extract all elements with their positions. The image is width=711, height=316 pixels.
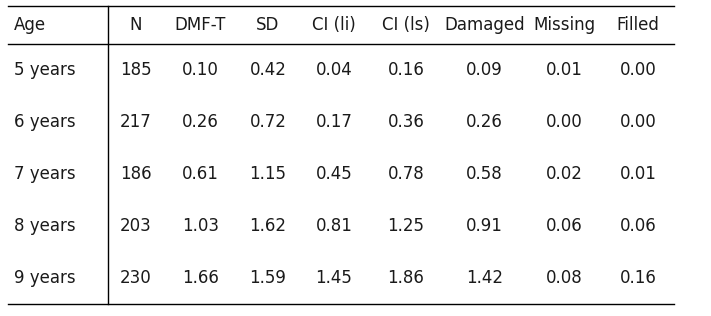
Text: 1.15: 1.15 [250,165,287,183]
Text: 0.06: 0.06 [546,217,583,235]
Text: 7 years: 7 years [14,165,75,183]
Text: 1.86: 1.86 [387,269,424,287]
Text: 6 years: 6 years [14,113,75,131]
Text: 0.04: 0.04 [316,61,353,79]
Text: 0.00: 0.00 [546,113,583,131]
Text: 0.26: 0.26 [182,113,219,131]
Text: Missing: Missing [533,16,596,34]
Text: 5 years: 5 years [14,61,75,79]
Text: 0.17: 0.17 [316,113,353,131]
Text: 0.16: 0.16 [387,61,424,79]
Text: 0.78: 0.78 [387,165,424,183]
Text: 0.00: 0.00 [619,113,656,131]
Text: CI (li): CI (li) [312,16,356,34]
Text: 1.66: 1.66 [182,269,219,287]
Text: 203: 203 [119,217,151,235]
Text: 1.03: 1.03 [182,217,219,235]
Text: DMF-T: DMF-T [175,16,226,34]
Text: 0.45: 0.45 [316,165,353,183]
Text: 9 years: 9 years [14,269,75,287]
Text: 0.00: 0.00 [619,61,656,79]
Text: 0.08: 0.08 [546,269,583,287]
Text: 1.62: 1.62 [250,217,287,235]
Text: 0.02: 0.02 [546,165,583,183]
Text: 0.36: 0.36 [387,113,424,131]
Text: 1.25: 1.25 [387,217,424,235]
Text: 0.61: 0.61 [182,165,219,183]
Text: 0.42: 0.42 [250,61,287,79]
Text: 0.01: 0.01 [619,165,656,183]
Text: 0.01: 0.01 [546,61,583,79]
Text: 1.45: 1.45 [316,269,353,287]
Text: 230: 230 [119,269,151,287]
Text: 0.91: 0.91 [466,217,503,235]
Text: 0.16: 0.16 [619,269,656,287]
Text: 1.42: 1.42 [466,269,503,287]
Text: 0.81: 0.81 [316,217,353,235]
Text: 1.59: 1.59 [250,269,287,287]
Text: Damaged: Damaged [444,16,525,34]
Text: CI (ls): CI (ls) [382,16,430,34]
Text: Age: Age [14,16,46,34]
Text: N: N [129,16,141,34]
Text: 8 years: 8 years [14,217,75,235]
Text: 0.06: 0.06 [619,217,656,235]
Text: Filled: Filled [616,16,659,34]
Text: 0.26: 0.26 [466,113,503,131]
Text: 217: 217 [119,113,151,131]
Text: SD: SD [256,16,279,34]
Text: 185: 185 [119,61,151,79]
Text: 0.10: 0.10 [182,61,219,79]
Text: 0.72: 0.72 [250,113,287,131]
Text: 0.58: 0.58 [466,165,503,183]
Text: 186: 186 [119,165,151,183]
Text: 0.09: 0.09 [466,61,503,79]
